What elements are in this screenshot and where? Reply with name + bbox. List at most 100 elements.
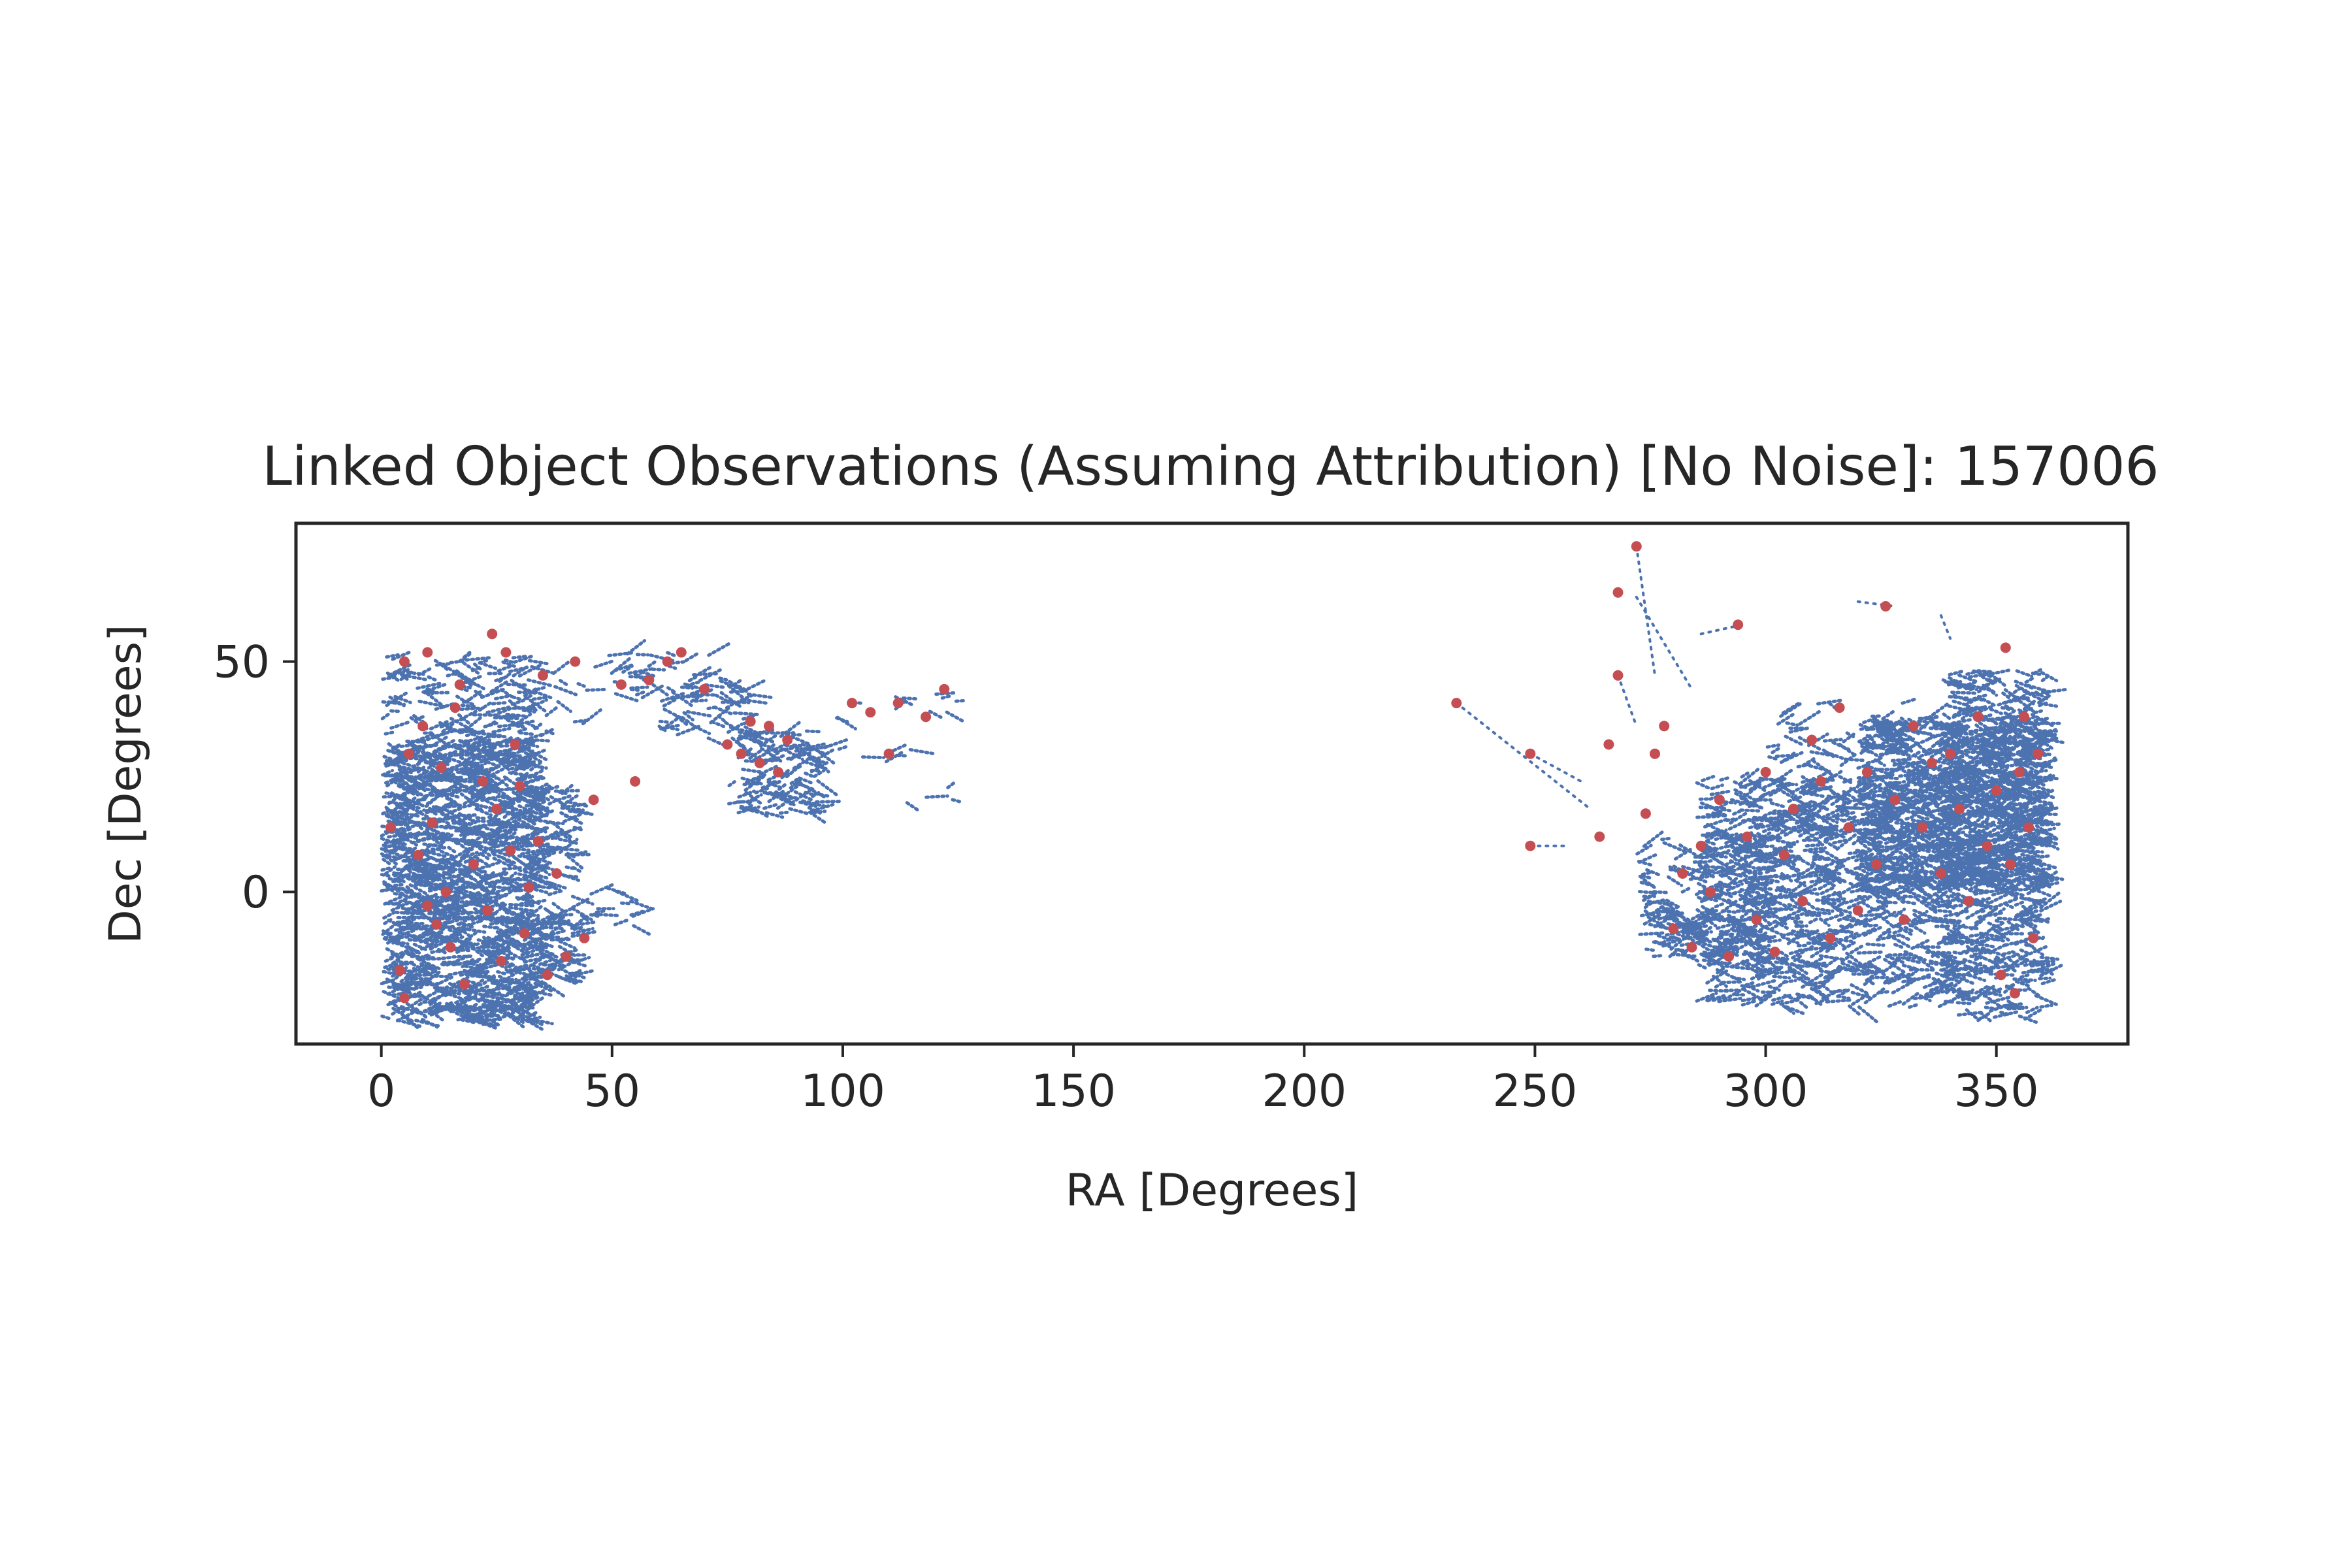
observation-streak (1980, 759, 1997, 774)
observation-streak (515, 821, 525, 827)
observation-streak (1660, 906, 1678, 920)
observation-streak (1803, 872, 1827, 879)
observation-streak (748, 749, 763, 760)
observation-streak (1695, 781, 1712, 791)
observation-streak (465, 700, 476, 707)
y-axis-label: Dec [Degrees] (100, 624, 152, 943)
observation-streak (380, 1014, 393, 1021)
observation-streak (1861, 900, 1875, 911)
linked-point (644, 674, 655, 685)
observation-streak (1891, 836, 1914, 849)
observation-streak (1943, 909, 1970, 918)
observation-streak (1849, 944, 1864, 955)
observation-streak (615, 890, 639, 902)
observation-streak (1830, 897, 1848, 902)
observation-streak (511, 695, 521, 701)
observation-streak (399, 795, 418, 810)
observation-streak (837, 744, 850, 751)
observation-streak (1918, 785, 1944, 794)
linked-point (1963, 896, 1974, 907)
observation-streak (1936, 932, 1956, 945)
observation-streak (1880, 866, 1908, 880)
observation-streak (1968, 816, 1991, 834)
observation-streak (508, 1014, 525, 1029)
observation-streak (685, 710, 713, 718)
observation-streak (2023, 1007, 2044, 1021)
observation-streak (456, 922, 473, 927)
linked-point (427, 817, 438, 828)
observation-streak (1997, 774, 2019, 785)
observation-streak (727, 780, 736, 787)
observation-streak (1965, 906, 1987, 920)
linked-point (662, 656, 673, 667)
observation-streak (1984, 1005, 1997, 1011)
observation-streak (1974, 900, 1986, 906)
observation-streak (1857, 1005, 1881, 1026)
linked-point (1945, 748, 1956, 759)
observation-streak (534, 930, 555, 939)
observation-streak (497, 707, 512, 715)
observation-streak (1716, 866, 1730, 875)
observation-streak (1865, 942, 1886, 947)
observation-streak (1898, 885, 1913, 894)
observation-streak (384, 865, 397, 875)
observation-streak (570, 972, 589, 981)
observation-streak (385, 653, 400, 659)
linked-point (422, 647, 433, 658)
observation-streak (1942, 874, 1953, 880)
observation-streak (2001, 691, 2012, 700)
observation-streak (484, 1005, 494, 1013)
observation-streak (620, 901, 631, 906)
observation-streak (1912, 803, 1931, 817)
observation-streak (1992, 811, 2012, 817)
observation-streak (447, 845, 457, 854)
observation-streak (1714, 902, 1725, 909)
observation-streak (1994, 919, 2008, 926)
observation-streak (395, 824, 416, 833)
observation-streak (1825, 816, 1839, 825)
observation-streak (734, 729, 754, 744)
observation-streak (647, 659, 658, 668)
observation-streak (490, 762, 514, 777)
observation-streak (1863, 745, 1887, 750)
observation-streak (1951, 717, 1974, 725)
linked-point (2014, 766, 2025, 777)
observation-streak (1738, 768, 1760, 786)
observation-streak (1660, 836, 1673, 841)
observation-streak (1825, 943, 1838, 953)
observation-track (1616, 674, 1638, 728)
observation-streak (2014, 683, 2028, 693)
observation-streak (400, 973, 416, 987)
observation-streak (439, 816, 453, 822)
observation-streak (1815, 907, 1835, 913)
observation-streak (475, 816, 487, 821)
observation-streak (1803, 762, 1830, 773)
observation-streak (780, 770, 791, 779)
observation-streak (1967, 822, 1987, 829)
observation-streak (1714, 981, 1725, 988)
observation-streak (431, 834, 443, 841)
observation-streak (548, 953, 559, 959)
observation-streak (2015, 669, 2034, 678)
observation-streak (694, 693, 719, 697)
observation-streak (751, 772, 770, 781)
observation-streak (1710, 855, 1726, 867)
observation-streak (1845, 731, 1857, 740)
observation-streak (1779, 702, 1803, 718)
observation-streak (388, 695, 406, 708)
observation-streak (490, 946, 512, 953)
observation-streak (563, 814, 582, 822)
observation-streak (1837, 914, 1852, 922)
observation-streak (1849, 787, 1870, 800)
observation-streak (1840, 961, 1867, 974)
observation-streak (1695, 908, 1715, 923)
observation-streak (1801, 755, 1818, 767)
observation-streak (1980, 773, 1992, 779)
linked-point (523, 882, 534, 893)
observation-streak (1648, 923, 1669, 930)
observation-streak (1725, 817, 1736, 823)
observation-streak (1925, 783, 1951, 790)
linked-point (1834, 702, 1845, 713)
observation-streak (1941, 803, 1957, 813)
observation-region (802, 737, 938, 765)
